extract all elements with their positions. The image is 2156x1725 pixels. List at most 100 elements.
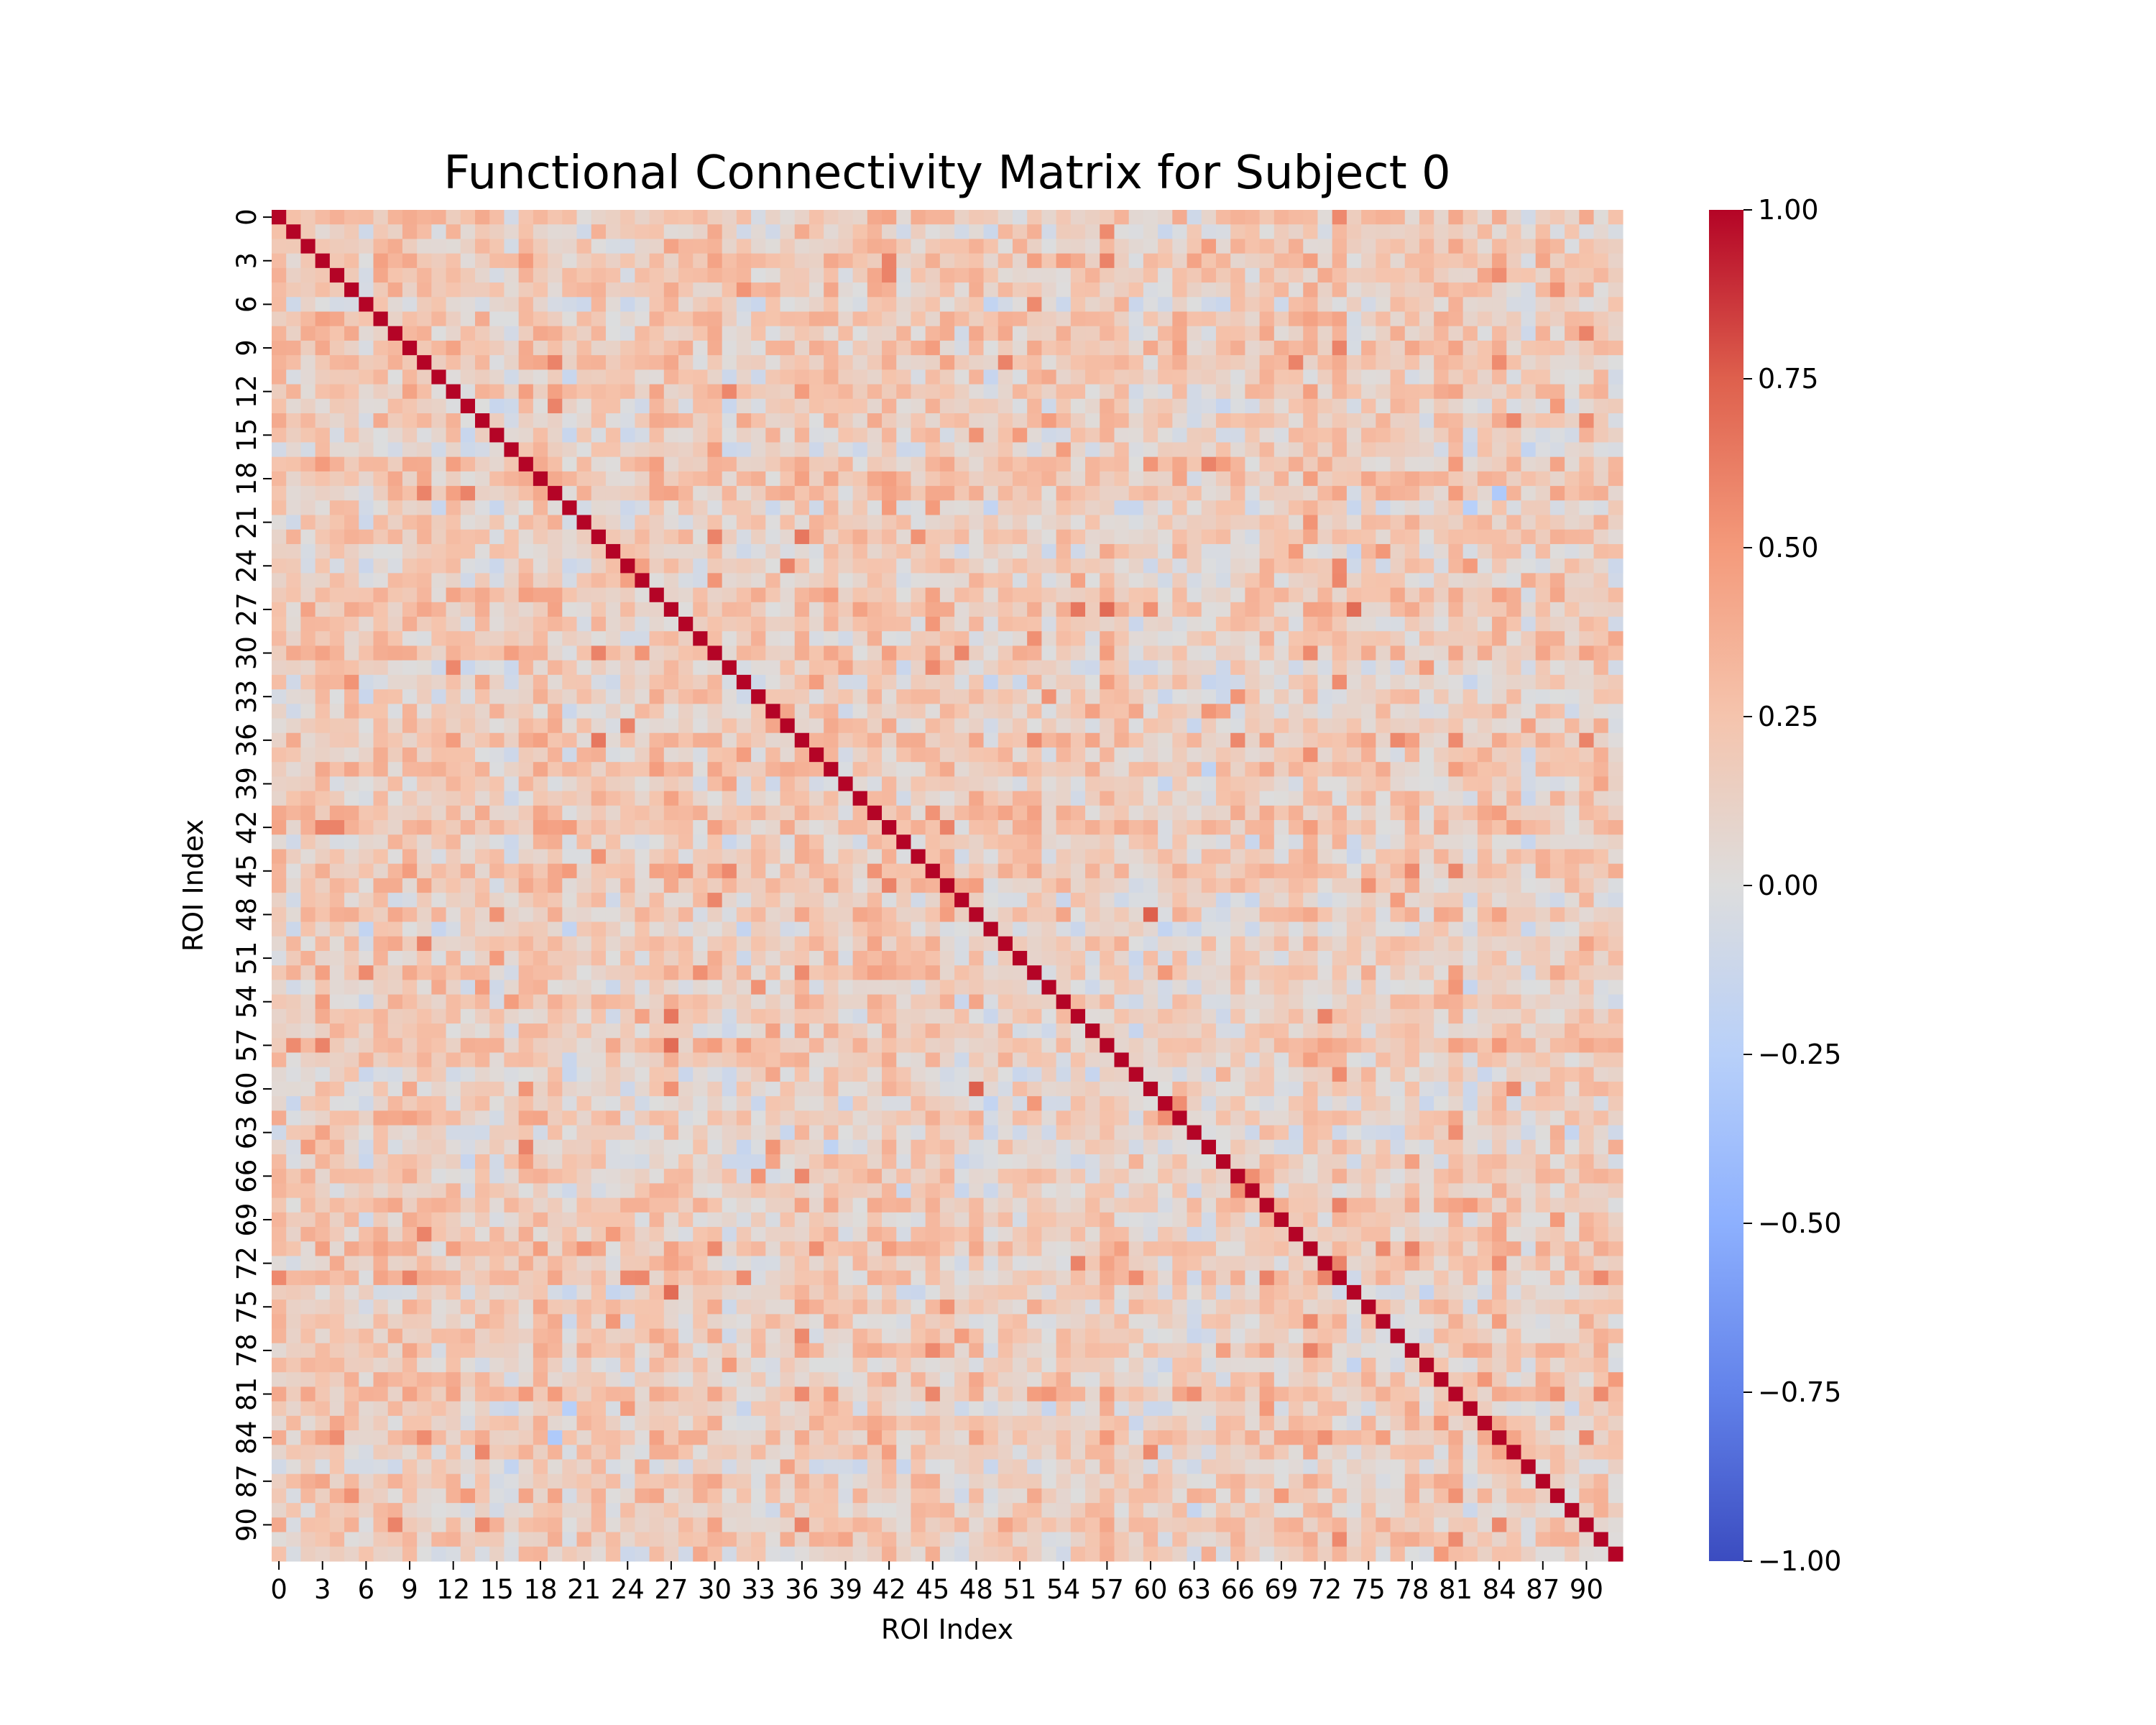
heatmap-cell xyxy=(1012,820,1028,835)
heatmap-cell xyxy=(649,267,665,283)
heatmap-cell xyxy=(678,471,694,487)
heatmap-cell xyxy=(635,428,650,443)
heatmap-cell xyxy=(359,965,374,980)
heatmap-cell xyxy=(736,369,752,385)
heatmap-cell xyxy=(1506,791,1522,806)
heatmap-cell xyxy=(387,210,403,225)
heatmap-cell xyxy=(1434,776,1450,792)
heatmap-cell xyxy=(722,384,737,400)
heatmap-cell xyxy=(300,805,316,821)
heatmap-cell xyxy=(387,326,403,341)
heatmap-cell xyxy=(1549,660,1565,676)
heatmap-cell xyxy=(1056,602,1072,617)
heatmap-cell xyxy=(1201,631,1217,647)
heatmap-cell xyxy=(1128,311,1144,327)
heatmap-cell xyxy=(722,689,737,704)
heatmap-cell xyxy=(417,834,432,850)
heatmap-cell xyxy=(1027,762,1042,777)
heatmap-cell xyxy=(1100,849,1115,865)
heatmap-cell xyxy=(707,486,723,501)
heatmap-cell xyxy=(983,950,999,966)
heatmap-cell xyxy=(1012,849,1028,865)
heatmap-cell xyxy=(867,878,883,893)
heatmap-cell xyxy=(1361,369,1376,385)
heatmap-cell xyxy=(1187,210,1202,225)
heatmap-cell xyxy=(1346,732,1362,748)
heatmap-cell xyxy=(402,718,418,734)
heatmap-cell xyxy=(1593,718,1609,734)
heatmap-cell xyxy=(1027,805,1042,821)
heatmap-cell xyxy=(591,631,607,647)
heatmap-cell xyxy=(1419,573,1434,589)
heatmap-cell xyxy=(736,253,752,269)
heatmap-cell xyxy=(707,732,723,748)
heatmap-cell xyxy=(1289,965,1304,980)
heatmap-cell xyxy=(431,747,447,763)
heatmap-cell xyxy=(736,224,752,240)
heatmap-cell xyxy=(562,617,578,632)
heatmap-cell xyxy=(1492,631,1507,647)
heatmap-cell xyxy=(1158,311,1173,327)
heatmap-cell xyxy=(1404,442,1420,458)
heatmap-cell xyxy=(998,471,1013,487)
heatmap-cell xyxy=(1419,486,1434,501)
heatmap-cell xyxy=(576,486,592,501)
heatmap-cell xyxy=(1215,267,1231,283)
heatmap-cell xyxy=(1259,297,1275,313)
heatmap-cell xyxy=(852,965,868,980)
heatmap-cell xyxy=(780,529,796,545)
heatmap-cell xyxy=(808,718,824,734)
heatmap-cell xyxy=(1303,428,1319,443)
heatmap-cell xyxy=(707,834,723,850)
heatmap-cell xyxy=(620,442,635,458)
heatmap-cell xyxy=(359,791,374,806)
heatmap-cell xyxy=(1317,384,1333,400)
heatmap-cell xyxy=(1303,369,1319,385)
heatmap-cell xyxy=(576,689,592,704)
heatmap-cell xyxy=(707,878,723,893)
heatmap-cell xyxy=(1070,587,1086,603)
heatmap-cell xyxy=(707,849,723,865)
heatmap-cell xyxy=(344,893,359,908)
heatmap-cell xyxy=(925,965,941,980)
heatmap-cell xyxy=(1259,762,1275,777)
heatmap-cell xyxy=(344,791,359,806)
heatmap-cell xyxy=(1158,340,1173,356)
heatmap-cell xyxy=(1201,602,1217,617)
heatmap-cell xyxy=(765,311,781,327)
heatmap-cell xyxy=(838,558,854,574)
heatmap-cell xyxy=(1201,543,1217,559)
heatmap-cell xyxy=(1506,340,1522,356)
heatmap-cell xyxy=(329,834,345,850)
heatmap-cell xyxy=(562,921,578,937)
heatmap-cell xyxy=(1158,747,1173,763)
heatmap-cell xyxy=(765,398,781,414)
heatmap-cell xyxy=(460,297,476,313)
heatmap-cell xyxy=(693,384,709,400)
heatmap-cell xyxy=(504,543,520,559)
heatmap-cell xyxy=(722,834,737,850)
heatmap-cell xyxy=(1549,863,1565,879)
heatmap-cell xyxy=(591,602,607,617)
heatmap-cell xyxy=(911,747,926,763)
heatmap-cell xyxy=(1521,369,1537,385)
heatmap-cell xyxy=(1201,224,1217,240)
heatmap-cell xyxy=(431,587,447,603)
heatmap-cell xyxy=(824,573,839,589)
heatmap-cell xyxy=(1506,936,1522,952)
heatmap-cell xyxy=(1027,428,1042,443)
heatmap-cell xyxy=(969,428,985,443)
heatmap-cell xyxy=(359,500,374,516)
heatmap-cell xyxy=(1012,340,1028,356)
heatmap-cell xyxy=(882,239,897,254)
heatmap-cell xyxy=(359,442,374,458)
heatmap-cell xyxy=(1390,282,1406,298)
heatmap-cell xyxy=(678,834,694,850)
heatmap-cell xyxy=(1273,689,1289,704)
heatmap-cell xyxy=(1027,704,1042,719)
heatmap-cell xyxy=(1434,267,1450,283)
heatmap-cell xyxy=(1085,921,1100,937)
heatmap-cell xyxy=(998,762,1013,777)
heatmap-cell xyxy=(344,326,359,341)
heatmap-cell xyxy=(663,239,679,254)
